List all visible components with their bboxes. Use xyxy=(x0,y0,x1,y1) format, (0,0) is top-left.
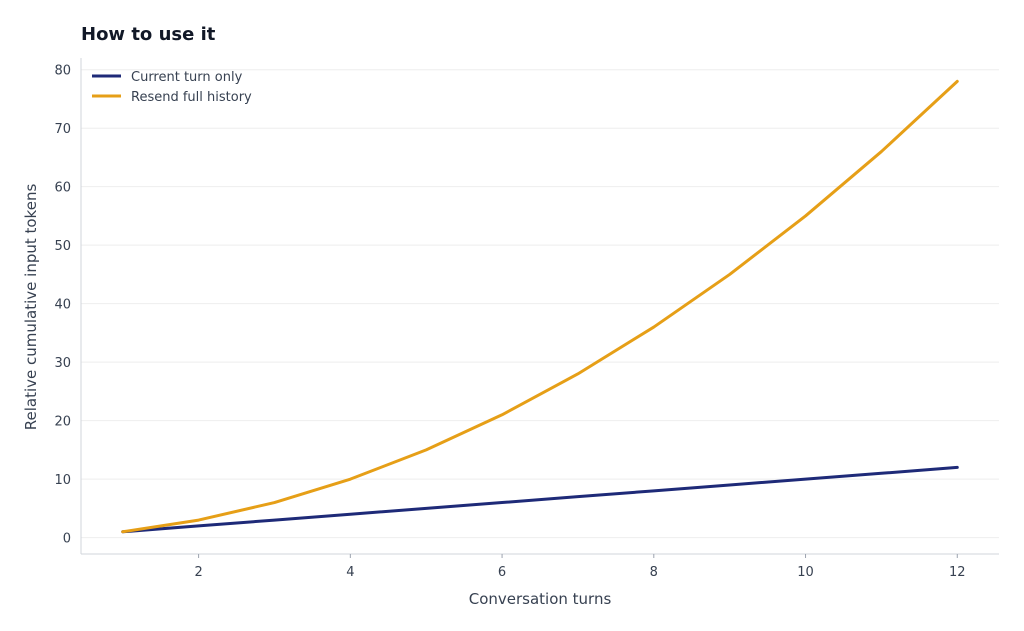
x-tick-label: 10 xyxy=(797,565,814,580)
x-axis-label: Conversation turns xyxy=(469,590,612,608)
x-tick-label: 12 xyxy=(949,565,966,580)
x-tick-label: 4 xyxy=(346,565,354,580)
y-tick-labels: 0 10 20 30 40 50 60 70 80 xyxy=(54,64,71,547)
y-tick-label: 50 xyxy=(54,239,71,254)
y-tick-label: 40 xyxy=(54,298,71,313)
legend-label-current-turn: Current turn only xyxy=(131,70,243,85)
y-tick-label: 0 xyxy=(63,532,71,547)
series-lines xyxy=(121,79,959,534)
y-axis-label: Relative cumulative input tokens xyxy=(22,184,40,431)
legend-label-resend-history: Resend full history xyxy=(131,90,252,105)
series-line-resend-history xyxy=(121,79,959,534)
legend: Current turn only Resend full history xyxy=(92,70,252,105)
y-tick-label: 80 xyxy=(54,64,71,79)
x-tick-labels: 2 4 6 8 10 12 xyxy=(194,554,966,580)
x-tick-label: 2 xyxy=(194,565,202,580)
y-tick-label: 60 xyxy=(54,181,71,196)
y-tick-label: 10 xyxy=(54,473,71,488)
y-tick-label: 20 xyxy=(54,415,71,430)
axes xyxy=(80,58,999,555)
x-tick-label: 8 xyxy=(650,565,658,580)
chart-title: How to use it xyxy=(81,24,216,45)
series-line-current-turn xyxy=(121,465,959,534)
x-tick-label: 6 xyxy=(498,565,506,580)
grid-lines xyxy=(81,69,999,539)
y-tick-label: 30 xyxy=(54,356,71,371)
y-tick-label: 70 xyxy=(54,122,71,137)
